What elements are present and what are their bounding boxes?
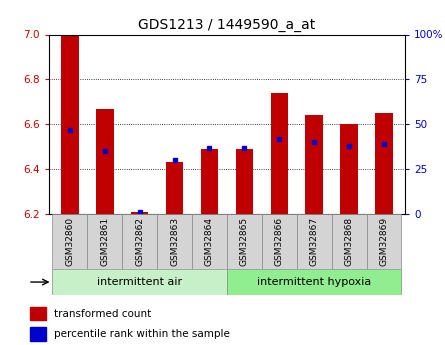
FancyBboxPatch shape	[87, 214, 122, 269]
Bar	[131, 212, 149, 214]
Text: GSM32866: GSM32866	[275, 217, 284, 266]
Text: GSM32869: GSM32869	[380, 217, 388, 266]
FancyBboxPatch shape	[53, 269, 227, 295]
Bar	[236, 149, 253, 214]
FancyBboxPatch shape	[122, 214, 157, 269]
FancyBboxPatch shape	[297, 214, 332, 269]
Bar	[30, 307, 46, 320]
Text: GSM32865: GSM32865	[240, 217, 249, 266]
Bar	[201, 149, 218, 214]
FancyBboxPatch shape	[262, 214, 297, 269]
Text: GSM32861: GSM32861	[100, 217, 109, 266]
Text: transformed count: transformed count	[54, 309, 152, 318]
Text: GSM32864: GSM32864	[205, 217, 214, 266]
Bar	[271, 93, 288, 214]
FancyBboxPatch shape	[192, 214, 227, 269]
Bar	[375, 113, 393, 214]
Bar	[61, 34, 79, 214]
Text: GSM32860: GSM32860	[65, 217, 74, 266]
Text: GSM32863: GSM32863	[170, 217, 179, 266]
Bar	[96, 109, 113, 214]
FancyBboxPatch shape	[332, 214, 367, 269]
FancyBboxPatch shape	[157, 214, 192, 269]
Text: intermittent hypoxia: intermittent hypoxia	[257, 277, 371, 287]
FancyBboxPatch shape	[53, 214, 87, 269]
Text: intermittent air: intermittent air	[97, 277, 182, 287]
FancyBboxPatch shape	[367, 214, 401, 269]
Bar	[340, 124, 358, 214]
Bar	[30, 327, 46, 341]
Text: percentile rank within the sample: percentile rank within the sample	[54, 329, 230, 339]
Bar	[166, 162, 183, 214]
Text: GSM32867: GSM32867	[310, 217, 319, 266]
FancyBboxPatch shape	[227, 214, 262, 269]
FancyBboxPatch shape	[227, 269, 401, 295]
Text: GSM32868: GSM32868	[344, 217, 354, 266]
Bar	[305, 115, 323, 214]
Text: GSM32862: GSM32862	[135, 217, 144, 266]
Title: GDS1213 / 1449590_a_at: GDS1213 / 1449590_a_at	[138, 18, 316, 32]
